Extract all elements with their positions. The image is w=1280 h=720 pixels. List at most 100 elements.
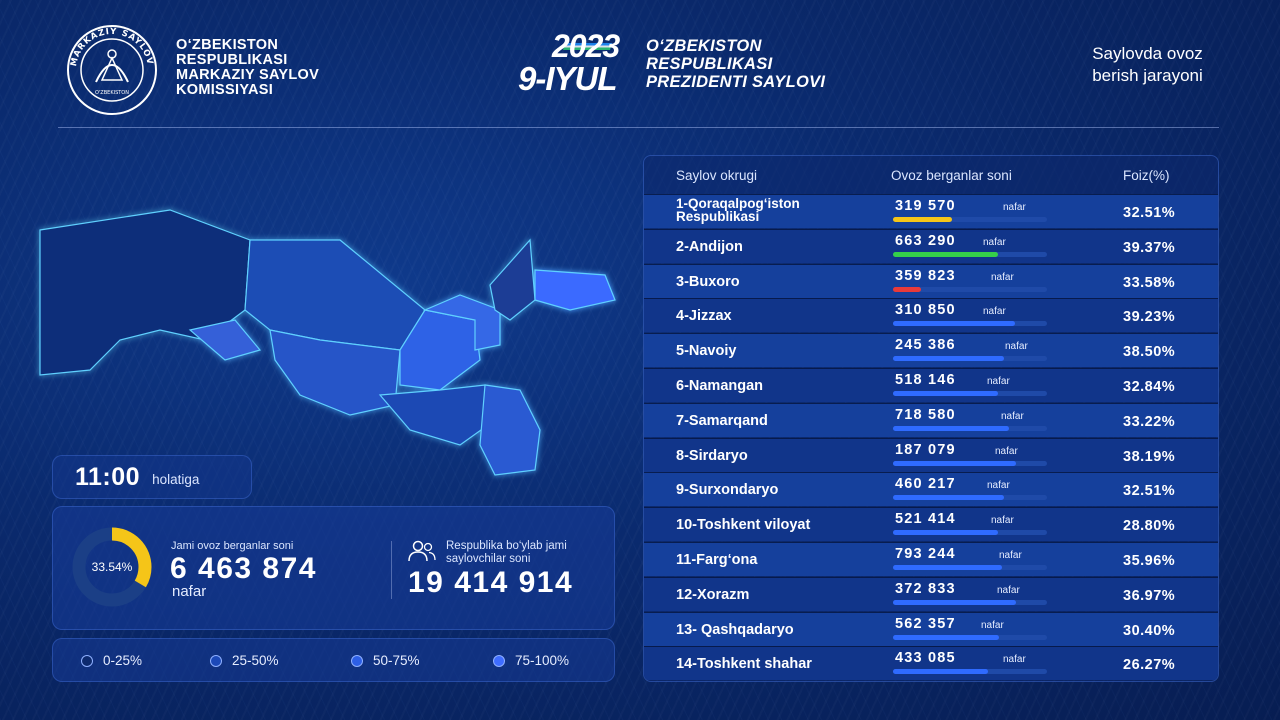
- row-progress-bar: [893, 251, 1047, 257]
- row-progress-fill: [893, 565, 1003, 570]
- org-name-line: O‘ZBEKISTON: [176, 37, 279, 53]
- row-region-name: 8-Sirdaryo: [676, 447, 748, 464]
- event-title-line: O‘ZBEKISTON: [646, 37, 762, 55]
- legend-label: 50-75%: [373, 653, 420, 668]
- row-votes-unit: nafar: [987, 376, 1010, 387]
- row-votes-unit: nafar: [983, 236, 1006, 248]
- org-name-line: KOMISSIYASI: [176, 82, 274, 98]
- row-votes-unit: nafar: [1003, 654, 1026, 666]
- row-progress-fill: [893, 391, 998, 396]
- process-title: Saylovda ovoz berish jarayoni: [1060, 43, 1235, 87]
- row-progress-bar: [893, 356, 1047, 362]
- row-votes-unit: nafar: [991, 271, 1014, 283]
- column-header-votes: Ovoz berganlar soni: [891, 168, 1012, 183]
- results-table: Saylov okrugi Ovoz berganlar soni Foiz(%…: [643, 155, 1219, 682]
- table-header: Saylov okrugi Ovoz berganlar soni Foiz(%…: [644, 156, 1218, 194]
- table-row: 13- Qashqadaryo 562 357 nafar 30.40%: [644, 611, 1218, 646]
- table-row: 9-Surxondaryo 460 217 nafar 32.51%: [644, 472, 1218, 507]
- table-row: 14-Toshkent shahar 433 085 nafar 26.27%: [644, 646, 1218, 681]
- row-progress-bar: [893, 565, 1047, 570]
- voted-unit: nafar: [172, 583, 207, 600]
- row-percent-value: 32.51%: [1123, 205, 1176, 221]
- row-votes-value: 663 290: [895, 232, 956, 249]
- legend-item: 75-100%: [493, 653, 569, 668]
- event-title: O‘ZBEKISTON RESPUBLIKASI PREZIDENTI SAYL…: [646, 37, 846, 91]
- map-region-bukhara: [269, 329, 401, 416]
- row-progress-bar: [893, 391, 1047, 396]
- row-progress-fill: [893, 356, 1004, 362]
- legend-item: 25-50%: [210, 653, 279, 668]
- time-suffix: holatiga: [152, 471, 200, 487]
- row-progress-bar: [893, 217, 1047, 222]
- row-region-name: 7-Samarqand: [676, 412, 768, 429]
- map-region-tashkent: [489, 238, 536, 321]
- row-region-name: 14-Toshkent shahar: [676, 656, 812, 673]
- organization-name: O‘ZBEKISTON RESPUBLIKASI MARKAZIY SAYLOV…: [176, 38, 356, 98]
- column-header-percent: Foiz(%): [1123, 168, 1170, 183]
- row-votes-unit: nafar: [991, 515, 1014, 527]
- event-date: 9-IYUL: [518, 60, 618, 97]
- row-votes-value: 518 146: [895, 372, 956, 388]
- electors-label: Respublika bo‘ylab jami saylovchilar son…: [446, 540, 616, 566]
- row-region-name: 3-Buxoro: [676, 273, 740, 290]
- svg-text:O'ZBEKISTON: O'ZBEKISTON: [95, 90, 129, 96]
- row-votes-unit: nafar: [983, 306, 1006, 318]
- row-votes-value: 562 357: [895, 615, 956, 632]
- row-percent-value: 26.27%: [1123, 657, 1176, 674]
- row-percent-value: 39.37%: [1123, 239, 1176, 256]
- row-progress-fill: [893, 286, 921, 292]
- row-votes-unit: nafar: [981, 619, 1004, 631]
- row-progress-fill: [893, 217, 952, 222]
- row-votes-unit: nafar: [1001, 410, 1024, 422]
- map-region-kashkadarya: [378, 384, 496, 446]
- table-row: 4-Jizzax 310 850 nafar 39.23%: [644, 298, 1218, 333]
- column-header-region: Saylov okrugi: [676, 168, 758, 183]
- row-progress-bar: [893, 425, 1047, 431]
- row-votes-unit: nafar: [1003, 202, 1026, 213]
- electors-label-line: Respublika bo‘ylab jami: [446, 540, 567, 552]
- map-region-jizzakh: [422, 294, 501, 351]
- row-votes-unit: nafar: [997, 584, 1020, 596]
- legend-label: 0-25%: [103, 653, 143, 668]
- row-votes-unit: nafar: [987, 480, 1010, 492]
- row-progress-fill: [893, 321, 1015, 327]
- row-region-name: 2-Andijon: [676, 238, 743, 255]
- table-row: 1-Qoraqalpog‘iston Respublikasi 319 570 naf…: [644, 194, 1218, 228]
- turnout-percent-label: 33.54%: [91, 560, 133, 574]
- event-title-line: RESPUBLIKASI: [646, 55, 773, 73]
- table-row: 12-Xorazm 372 833 nafar 36.97%: [644, 576, 1218, 611]
- row-percent-value: 39.23%: [1123, 309, 1176, 326]
- row-region-name: 11-Farg‘ona: [676, 552, 758, 568]
- row-percent-value: 32.84%: [1123, 379, 1176, 395]
- voted-value: 6 463 874: [170, 552, 317, 585]
- map-region-surkhandarya: [479, 384, 541, 476]
- row-votes-value: 359 823: [895, 267, 956, 284]
- row-votes-value: 372 833: [895, 580, 956, 597]
- row-percent-value: 30.40%: [1123, 622, 1176, 639]
- row-region-name: 13- Qashqadaryo: [676, 621, 794, 638]
- table-row: 5-Navoiy 245 386 nafar 38.50%: [644, 333, 1218, 368]
- totals-card: 33.54% Jami ovoz berganlar soni 6 463 87…: [52, 506, 615, 630]
- row-votes-value: 793 244: [895, 546, 956, 562]
- row-progress-bar: [893, 321, 1047, 327]
- org-name-line: MARKAZIY SAYLOV: [176, 67, 320, 83]
- table-row: 3-Buxoro 359 823 nafar 33.58%: [644, 263, 1218, 298]
- event-year-text: 2023: [552, 28, 620, 64]
- row-region-name: 12-Xorazm: [676, 586, 750, 603]
- legend-item: 50-75%: [351, 653, 420, 668]
- row-progress-fill: [893, 530, 998, 536]
- people-icon: [408, 540, 436, 562]
- row-progress-fill: [893, 599, 1017, 605]
- row-progress-fill: [893, 669, 989, 675]
- row-percent-value: 35.96%: [1123, 553, 1176, 569]
- row-votes-value: 245 386: [895, 337, 956, 354]
- row-votes-value: 319 570: [895, 198, 956, 214]
- row-region-name: 9-Surxondaryo: [676, 482, 779, 499]
- electors-label-line: saylovchilar soni: [446, 553, 531, 565]
- row-progress-bar: [893, 460, 1047, 466]
- table-row: 10-Toshkent viloyat 521 414 nafar 28.80%: [644, 507, 1218, 542]
- row-votes-value: 718 580: [895, 406, 956, 423]
- row-progress-bar: [893, 669, 1047, 675]
- map-legend: 0-25% 25-50% 50-75% 75-100%: [52, 638, 615, 682]
- row-progress-bar: [893, 495, 1047, 501]
